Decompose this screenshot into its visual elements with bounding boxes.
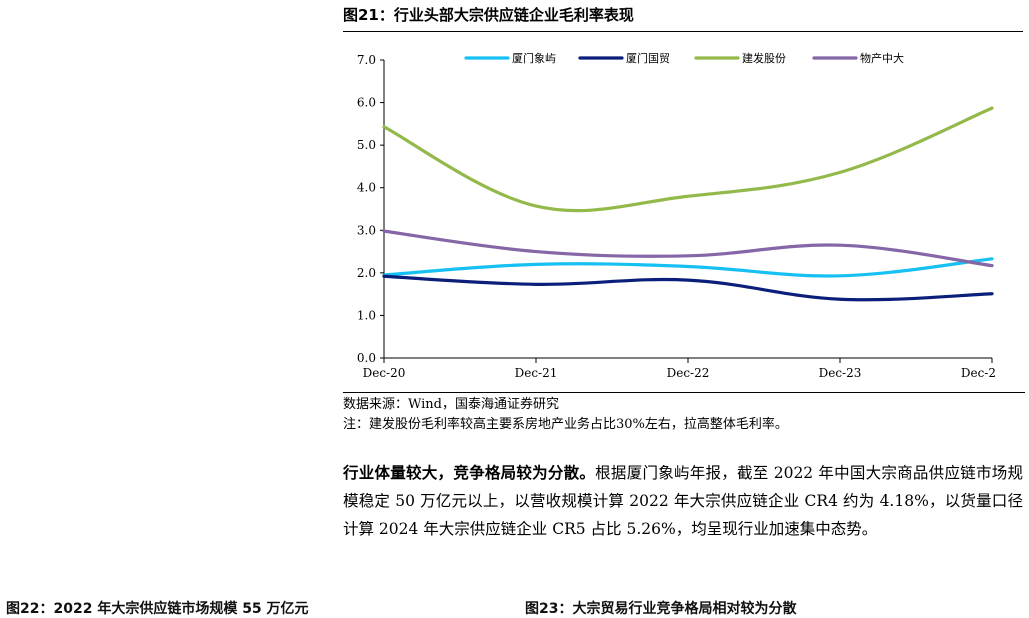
source-divider (343, 392, 1025, 393)
legend-label-1: 厦门象屿 (512, 51, 556, 65)
paragraph-lead: 行业体量较大，竞争格局较为分散。 (343, 464, 596, 482)
series-line-4 (382, 229, 994, 268)
y-tick-label: 4.0 (357, 181, 376, 195)
chart-axes: 0.0 1.0 2.0 3.0 4.0 5.0 6.0 7.0 Dec-20 Dec-21 Dec-… (357, 53, 996, 380)
series-line-3 (382, 106, 994, 213)
y-tick-label: 6.0 (357, 96, 376, 110)
legend-label-2: 厦门国贸 (626, 51, 670, 65)
y-tick-label: 2.0 (357, 266, 376, 280)
paragraph-body: 根据厦门象屿年报，截至 2022 年中国大宗商品供应链市场规模稳定 50 万亿元… (343, 464, 1023, 538)
y-tick-label: 0.0 (357, 351, 376, 365)
series-line-2 (382, 274, 994, 302)
next-figure-title-right: 图23：大宗贸易行业竞争格局相对较为分散 (525, 601, 797, 617)
source-block: 数据来源：Wind，国泰海通证券研究 注：建发股份毛利率较高主要系房地产业务占比… (343, 395, 788, 435)
chart-note: 注：建发股份毛利率较高主要系房地产业务占比30%左右，拉高整体毛利率。 (343, 417, 788, 432)
margin-line-chart: 0.0 1.0 2.0 3.0 4.0 5.0 6.0 7.0 Dec-20 Dec-21 Dec-… (357, 51, 996, 380)
data-source: 数据来源：Wind，国泰海通证券研究 (343, 397, 559, 412)
x-tick-label: Dec-20 (363, 366, 406, 380)
x-tick-label: Dec-22 (667, 366, 710, 380)
y-tick-label: 3.0 (357, 223, 376, 237)
figure-title: 图21：行业头部大宗供应链企业毛利率表现 (343, 4, 1023, 32)
legend-label-4: 物产中大 (860, 51, 904, 65)
body-paragraph: 行业体量较大，竞争格局较为分散。根据厦门象屿年报，截至 2022 年中国大宗商品… (343, 459, 1023, 543)
series-line-1 (382, 257, 994, 278)
legend-label-3: 建发股份 (742, 51, 786, 65)
y-tick-label: 1.0 (357, 308, 376, 322)
chart-series (382, 106, 994, 302)
x-tick-label: Dec-23 (819, 366, 862, 380)
x-tick-label: Dec-21 (515, 366, 558, 380)
chart-legend: 厦门象屿 厦门国贸 建发股份 物产中大 (464, 51, 904, 65)
x-tick-label: Dec-2 (961, 366, 996, 380)
next-figure-title-left: 图22：2022 年大宗供应链市场规模 55 万亿元 (6, 601, 309, 617)
y-tick-label: 5.0 (357, 138, 376, 152)
y-tick-label: 7.0 (357, 53, 376, 67)
